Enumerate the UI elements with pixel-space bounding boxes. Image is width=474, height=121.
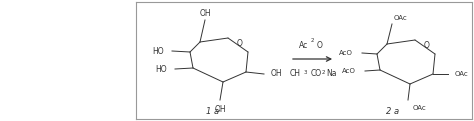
Text: CO: CO bbox=[310, 68, 322, 77]
Text: OH: OH bbox=[270, 69, 282, 79]
Text: OAc: OAc bbox=[394, 15, 408, 21]
Text: HO: HO bbox=[152, 46, 164, 56]
Text: OH: OH bbox=[199, 10, 211, 19]
Text: OH: OH bbox=[214, 105, 226, 113]
Text: O: O bbox=[237, 38, 243, 48]
Text: 1 a: 1 a bbox=[207, 107, 219, 117]
Text: 3: 3 bbox=[303, 70, 307, 75]
Text: OAc: OAc bbox=[413, 105, 427, 111]
Text: 2: 2 bbox=[321, 70, 325, 75]
Text: AcO: AcO bbox=[339, 50, 353, 56]
Text: 2: 2 bbox=[310, 38, 314, 43]
Text: O: O bbox=[424, 41, 430, 49]
Text: CH: CH bbox=[290, 68, 301, 77]
Text: O: O bbox=[317, 41, 322, 49]
Text: 2 a: 2 a bbox=[386, 107, 400, 117]
Text: HO: HO bbox=[155, 64, 167, 73]
Text: OAc: OAc bbox=[455, 71, 469, 77]
Text: AcO: AcO bbox=[342, 68, 356, 74]
Text: Na: Na bbox=[327, 68, 337, 77]
Text: Ac: Ac bbox=[299, 41, 309, 49]
